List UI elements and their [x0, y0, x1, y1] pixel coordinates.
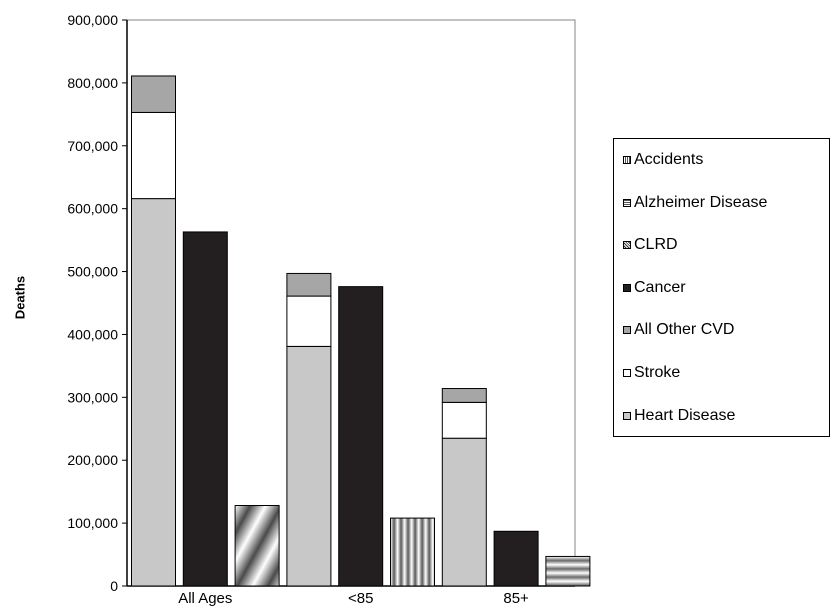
legend-swatch: [623, 326, 631, 335]
legend-swatch: [623, 198, 631, 207]
y-tick-label: 200,000: [67, 452, 118, 468]
y-tick-label: 600,000: [67, 201, 118, 217]
legend-label: All Other CVD: [634, 321, 735, 339]
bar-cancer: [338, 286, 384, 587]
legend-item: Heart Disease: [623, 407, 735, 425]
bar-all-other-cvd: [441, 388, 487, 403]
legend-item: Accidents: [623, 151, 703, 169]
legend-swatch: [623, 283, 631, 292]
legend-swatch: [623, 241, 631, 250]
bar-accidents: [390, 517, 435, 587]
y-tick-label: 800,000: [67, 75, 118, 91]
legend-swatch: [623, 369, 631, 377]
bar-all-other-cvd: [286, 272, 332, 297]
bar-cancer: [182, 231, 228, 587]
bar-all-other-cvd: [131, 75, 176, 113]
y-tick-label: 700,000: [67, 138, 118, 154]
legend-item: All Other CVD: [623, 321, 734, 339]
legend-item: Cancer: [623, 279, 686, 297]
x-group-label: <85: [348, 590, 373, 607]
x-group-label: 85+: [503, 590, 529, 607]
legend-label: Accidents: [634, 151, 704, 168]
x-group-label: All Ages: [178, 590, 232, 607]
bar-alzheimer-disease: [545, 555, 591, 587]
y-tick-label: 400,000: [67, 326, 118, 342]
legend-swatch: [623, 411, 631, 420]
bar-heart-disease: [131, 198, 176, 587]
legend-label: Heart Disease: [634, 406, 736, 424]
legend-item: CLRD: [623, 236, 678, 254]
bar-stroke: [286, 295, 332, 347]
legend-label: Cancer: [634, 278, 686, 296]
y-tick-label: 500,000: [67, 264, 118, 280]
bar-stroke: [441, 401, 487, 439]
legend-label: CLRD: [634, 236, 678, 254]
bar-clrd: [234, 505, 280, 587]
y-axis-title: Deaths: [12, 275, 28, 320]
bar-heart-disease: [441, 437, 487, 587]
legend-item: Stroke: [623, 364, 680, 382]
legend: Accidents Alzheimer Disease CLRD Cancer All …: [613, 138, 830, 437]
legend-swatch: [623, 156, 631, 164]
legend-item: Alzheimer Disease: [623, 194, 767, 212]
y-tick-label: 900,000: [67, 12, 118, 28]
y-tick-label: 0: [110, 578, 118, 594]
bar-stroke: [131, 111, 176, 200]
bar-heart-disease: [286, 345, 332, 587]
y-tick-label: 100,000: [67, 515, 118, 531]
y-tick-label: 300,000: [67, 389, 118, 405]
legend-label: Stroke: [634, 364, 681, 381]
bar-cancer: [493, 530, 539, 587]
legend-label: Alzheimer Disease: [634, 193, 768, 211]
